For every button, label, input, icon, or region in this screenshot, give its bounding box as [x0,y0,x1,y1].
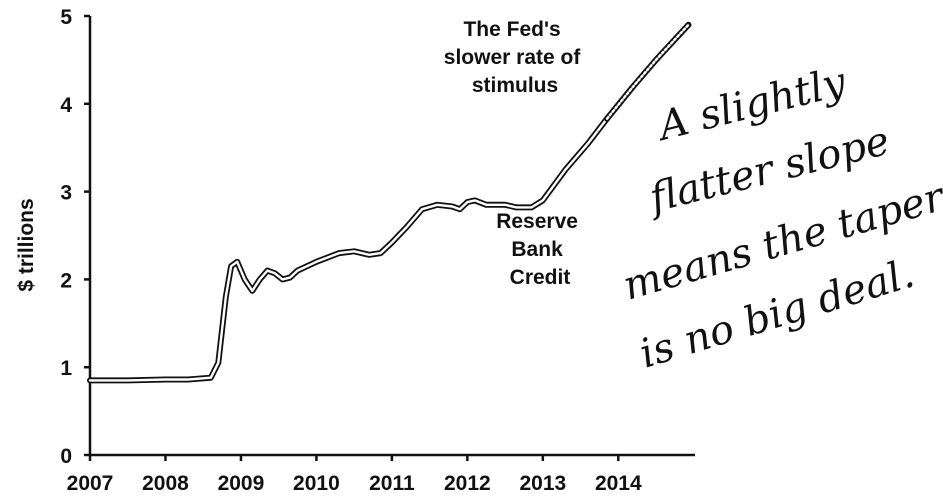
taper-annotation-line: slower rate of [444,46,582,69]
series-annotation: Reserve Bank Credit [496,210,584,289]
x-tick-label: 2007 [67,472,114,495]
x-tick-label: 2014 [595,472,642,495]
series-line-core [88,117,609,382]
x-tick-label: 2012 [444,472,491,495]
series-line [604,21,692,122]
handwritten-note: A slightly flatter slope means the taper… [618,59,943,378]
taper-annotation-line: stimulus [472,74,558,97]
series-annotation-line: Bank [511,238,563,261]
taper-annotation: The Fed's slower rate of stimulus [444,18,586,97]
y-tick-label: 0 [60,445,72,468]
x-tick-label: 2010 [293,472,340,495]
x-tick-label: 2013 [519,472,566,495]
y-tick-label: 1 [60,357,72,380]
taper-annotation-line: The Fed's [463,18,560,41]
x-tick-label: 2011 [369,472,415,495]
series-line [87,115,610,384]
y-tick-label: 3 [60,182,72,205]
series-annotation-line: Credit [510,266,571,289]
x-tick-label: 2009 [218,472,265,495]
series-layer [87,21,692,384]
series-line-core [605,23,690,120]
y-axis-ticks: 0 1 2 3 4 5 [60,6,90,468]
y-tick-label: 5 [60,6,72,29]
y-tick-label: 2 [60,269,72,292]
series-annotation-line: Reserve [496,210,578,233]
x-axis-ticks: 2007 2008 2009 2010 2011 2012 2013 2014 [67,455,642,495]
x-tick-label: 2008 [142,472,189,495]
y-tick-label: 4 [60,94,72,117]
y-axis-label: $ trillions [15,198,38,291]
